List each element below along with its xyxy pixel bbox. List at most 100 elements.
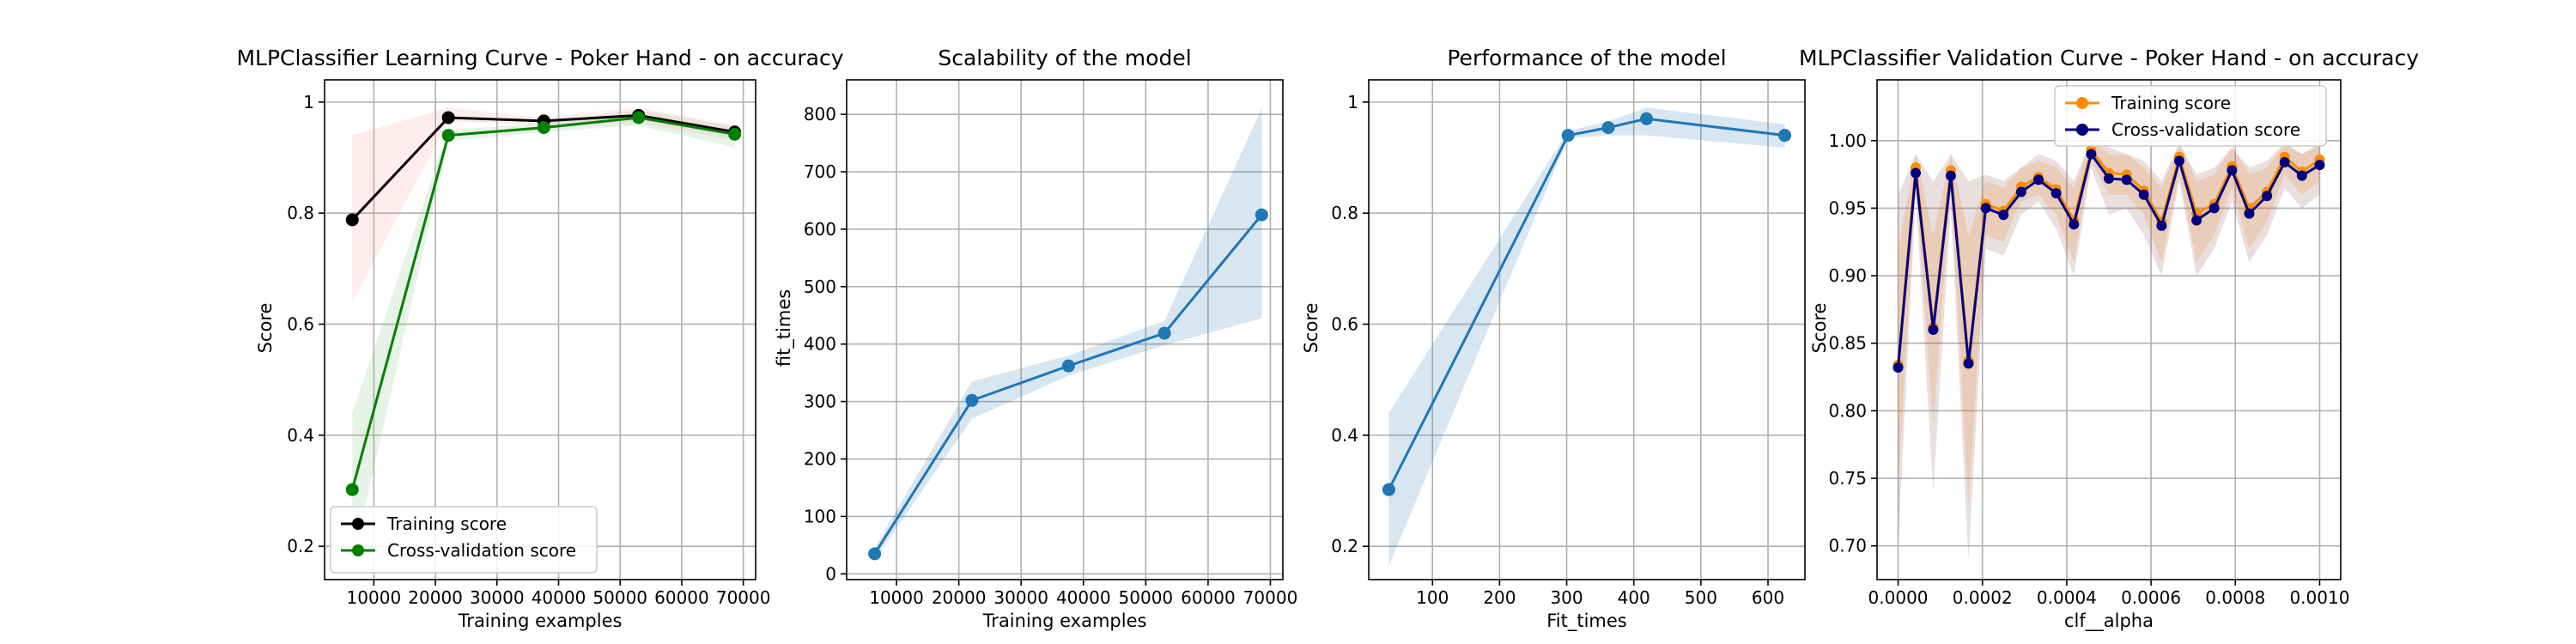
scalability-point-0 bbox=[868, 547, 882, 561]
y-tick-label: 500 bbox=[804, 276, 836, 297]
legend-marker bbox=[352, 544, 364, 556]
validation-curve-point-1 bbox=[2314, 160, 2325, 171]
learning-curve-axes-frame bbox=[324, 79, 756, 580]
learning-curve-ylabel: Score bbox=[255, 303, 276, 354]
validation-curve-title: MLPClassifier Validation Curve - Poker H… bbox=[1799, 46, 2419, 70]
validation-curve-band-1 bbox=[1898, 140, 2320, 560]
validation-curve-point-1 bbox=[2208, 203, 2220, 214]
y-tick-label: 0.85 bbox=[1828, 333, 1867, 354]
validation-curve-point-1 bbox=[2069, 219, 2080, 230]
y-tick-label: 600 bbox=[804, 219, 836, 240]
y-tick-label: 0.8 bbox=[287, 203, 314, 223]
y-tick-label: 0.90 bbox=[1828, 265, 1867, 286]
learning-curve-grid bbox=[325, 80, 756, 580]
performance-point-0 bbox=[1601, 121, 1615, 135]
validation-curve-point-1 bbox=[2086, 149, 2097, 160]
x-tick-label: 20000 bbox=[408, 587, 463, 608]
x-tick-label: 60000 bbox=[654, 587, 709, 608]
validation-curve-point-1 bbox=[1893, 362, 1904, 374]
y-tick-label: 0.6 bbox=[287, 314, 314, 335]
x-tick-label: 200 bbox=[1483, 587, 1516, 608]
validation-curve-point-1 bbox=[2121, 174, 2132, 185]
validation-curve-point-1 bbox=[2191, 215, 2202, 226]
scalability-band-0 bbox=[874, 108, 1262, 560]
y-tick-label: 200 bbox=[804, 449, 836, 470]
y-tick-label: 0.2 bbox=[1331, 536, 1358, 556]
x-tick-label: 30000 bbox=[993, 587, 1048, 608]
validation-curve-point-1 bbox=[1911, 167, 1922, 179]
x-tick-label: 0.0002 bbox=[1953, 587, 2013, 608]
y-tick-label: 300 bbox=[804, 392, 836, 412]
scalability-point-0 bbox=[965, 393, 979, 407]
scalability-point-0 bbox=[1255, 208, 1268, 222]
y-tick-label: 0.4 bbox=[1331, 425, 1358, 446]
validation-curve-point-1 bbox=[2227, 165, 2238, 176]
x-tick-label: 50000 bbox=[1119, 587, 1174, 608]
validation-curve-panel: MLPClassifier Validation Curve - Poker H… bbox=[1799, 46, 2419, 632]
validation-curve-ylabel: Score bbox=[1809, 303, 1830, 354]
performance-ylabel: Score bbox=[1301, 303, 1321, 354]
x-tick-label: 10000 bbox=[347, 587, 402, 608]
x-tick-label: 30000 bbox=[470, 587, 525, 608]
learning-curve-title: MLPClassifier Learning Curve - Poker Han… bbox=[236, 46, 843, 70]
validation-curve-point-1 bbox=[2279, 156, 2290, 167]
y-tick-label: 0.4 bbox=[287, 425, 314, 446]
validation-curve-point-1 bbox=[2244, 208, 2255, 219]
x-tick-label: 0.0008 bbox=[2205, 587, 2265, 608]
y-tick-label: 100 bbox=[804, 506, 836, 526]
learning-curve-point-1 bbox=[728, 127, 742, 141]
x-tick-label: 100 bbox=[1416, 587, 1449, 608]
learning-curve-point-1 bbox=[441, 129, 455, 143]
validation-curve-point-1 bbox=[2050, 188, 2062, 199]
y-tick-label: 1 bbox=[303, 92, 314, 112]
x-tick-label: 300 bbox=[1550, 587, 1583, 608]
y-tick-label: 0.6 bbox=[1331, 314, 1358, 335]
scalability-title: Scalability of the model bbox=[938, 46, 1191, 70]
x-tick-label: 0.0000 bbox=[1868, 587, 1929, 608]
validation-curve-point-1 bbox=[2156, 220, 2167, 231]
scalability-panel: Scalability of the model Training exampl… bbox=[774, 46, 1297, 631]
x-tick-label: 50000 bbox=[592, 587, 647, 608]
performance-title: Performance of the model bbox=[1447, 46, 1726, 70]
learning-curve-point-1 bbox=[345, 483, 359, 496]
performance-band-0 bbox=[1388, 107, 1785, 566]
y-tick-label: 1 bbox=[1347, 92, 1358, 112]
y-tick-label: 0.8 bbox=[1331, 203, 1358, 223]
y-tick-label: 0.95 bbox=[1828, 197, 1867, 218]
x-tick-label: 0.0004 bbox=[2037, 587, 2097, 608]
scalability-ylabel: fit_times bbox=[774, 289, 795, 367]
legend-label: Cross-validation score bbox=[2111, 119, 2300, 140]
performance-axes-frame bbox=[1368, 79, 1806, 580]
x-tick-label: 0.0010 bbox=[2289, 587, 2349, 608]
performance-series-line-0 bbox=[1388, 117, 1785, 490]
legend-label: Training score bbox=[2111, 93, 2231, 113]
validation-curve-point-1 bbox=[2296, 170, 2307, 181]
performance-point-0 bbox=[1382, 483, 1395, 496]
validation-curve-grid bbox=[1877, 80, 2341, 580]
legend-label: Cross-validation score bbox=[387, 540, 576, 561]
learning-curve-panel: MLPClassifier Learning Curve - Poker Han… bbox=[236, 46, 843, 631]
legend-marker bbox=[2076, 124, 2088, 136]
scalability-axes-frame bbox=[846, 79, 1284, 580]
x-tick-label: 70000 bbox=[1243, 587, 1298, 608]
legend-label: Training score bbox=[386, 513, 507, 534]
legend-marker bbox=[352, 518, 364, 530]
x-tick-label: 20000 bbox=[932, 587, 987, 608]
x-tick-label: 500 bbox=[1685, 587, 1717, 608]
scalability-point-0 bbox=[1061, 359, 1075, 373]
x-tick-label: 10000 bbox=[869, 587, 924, 608]
learning-curve-point-1 bbox=[537, 121, 550, 135]
validation-curve-point-1 bbox=[2033, 174, 2044, 185]
scalability-grid bbox=[847, 80, 1283, 580]
legend-box bbox=[2054, 85, 2327, 147]
performance-xlabel: Fit_times bbox=[1546, 611, 1627, 632]
x-tick-label: 400 bbox=[1618, 587, 1650, 608]
learning-curve-legend: Training score Cross-validation score bbox=[330, 506, 598, 574]
legend-marker bbox=[2076, 97, 2088, 109]
learning-curve-point-0 bbox=[345, 213, 359, 227]
validation-curve-axes-frame bbox=[1876, 79, 2342, 580]
y-tick-label: 0.2 bbox=[287, 536, 314, 556]
y-tick-label: 0.75 bbox=[1828, 468, 1867, 489]
x-tick-label: 600 bbox=[1752, 587, 1784, 608]
validation-curve-point-1 bbox=[2104, 173, 2114, 184]
